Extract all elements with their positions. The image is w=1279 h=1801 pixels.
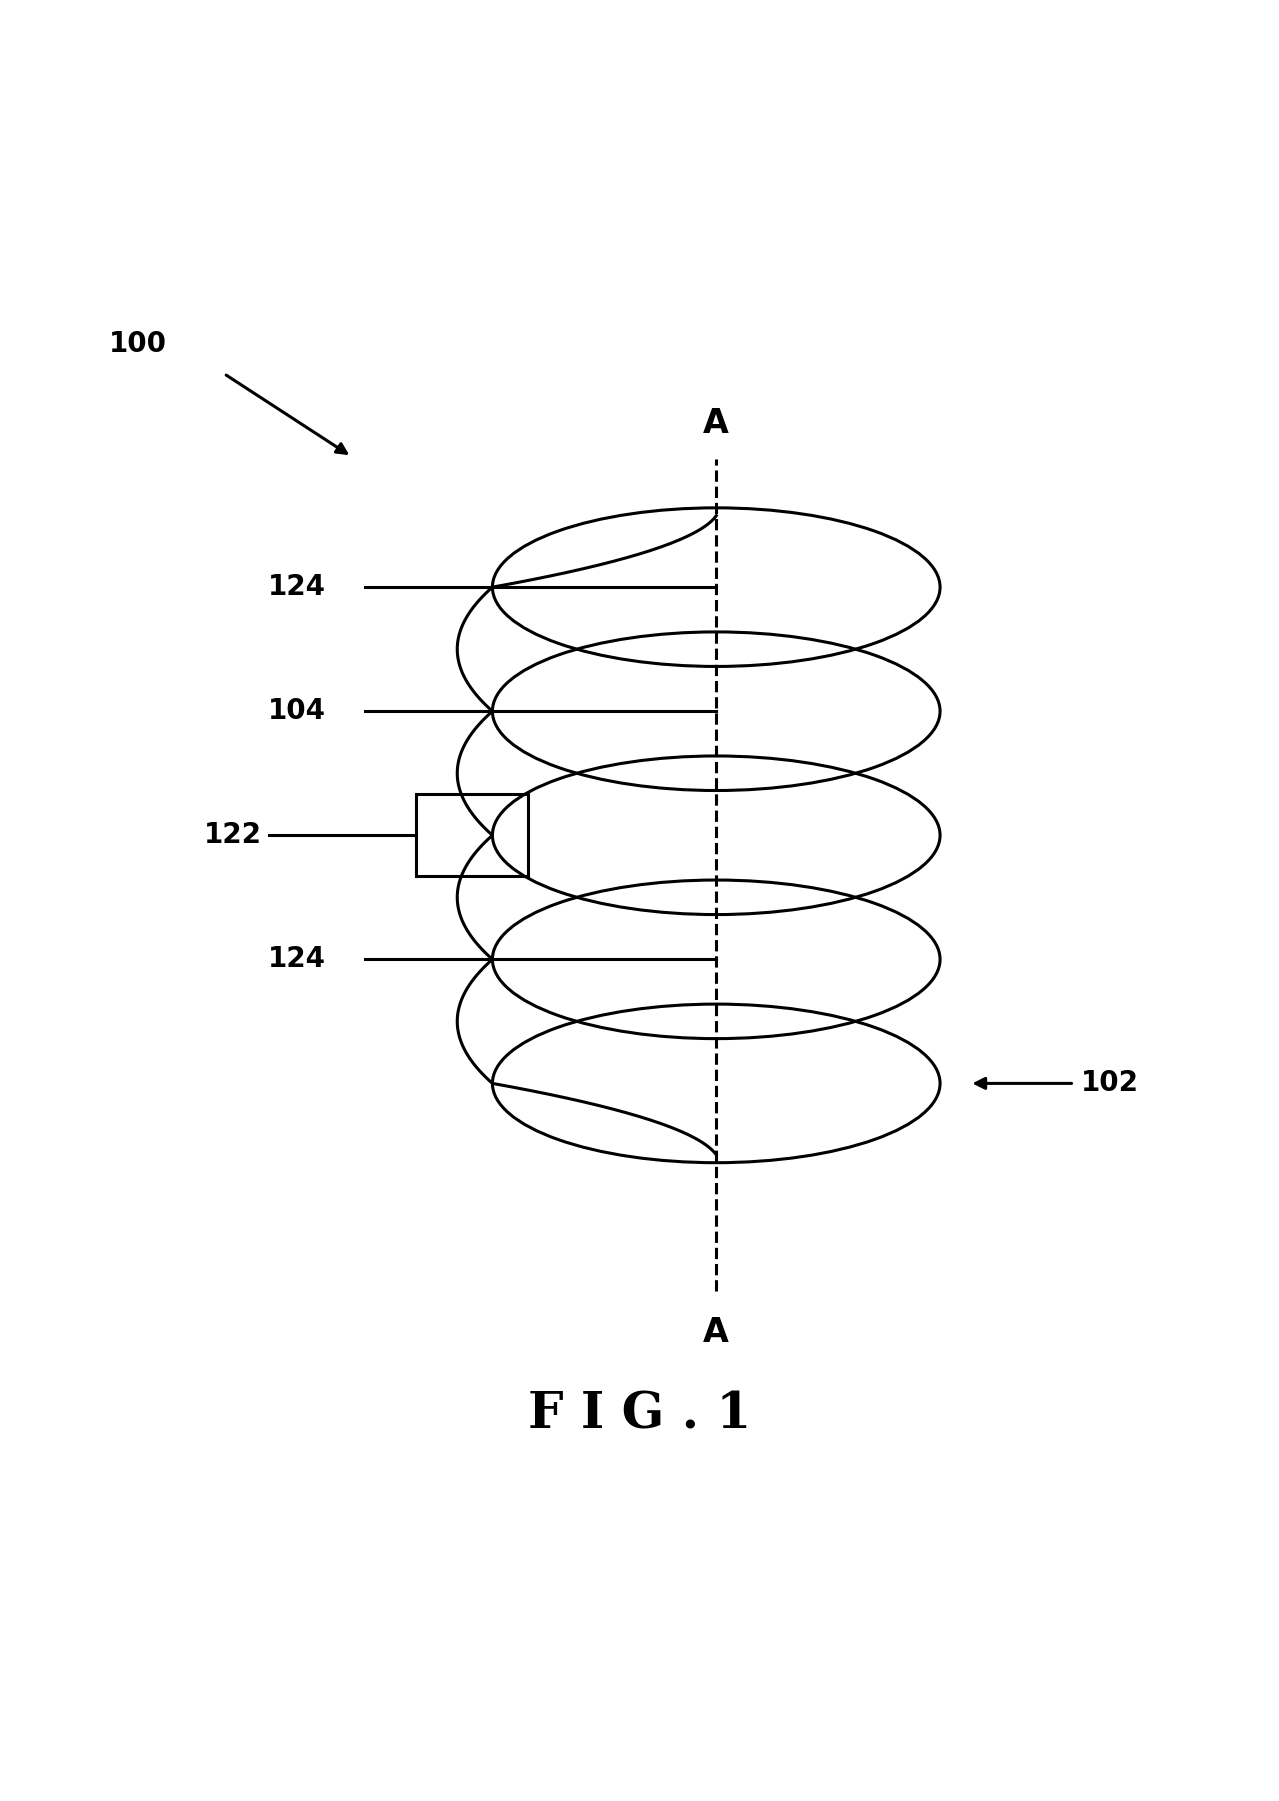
Text: F I G . 1: F I G . 1 — [528, 1390, 751, 1439]
Text: 124: 124 — [269, 946, 326, 973]
Text: A: A — [703, 1317, 729, 1349]
Text: 104: 104 — [269, 697, 326, 726]
Text: 122: 122 — [205, 821, 262, 850]
Text: 124: 124 — [269, 573, 326, 602]
Text: A: A — [703, 407, 729, 439]
Text: 100: 100 — [109, 330, 166, 358]
Text: 102: 102 — [1081, 1070, 1138, 1097]
Bar — [416, 794, 528, 877]
